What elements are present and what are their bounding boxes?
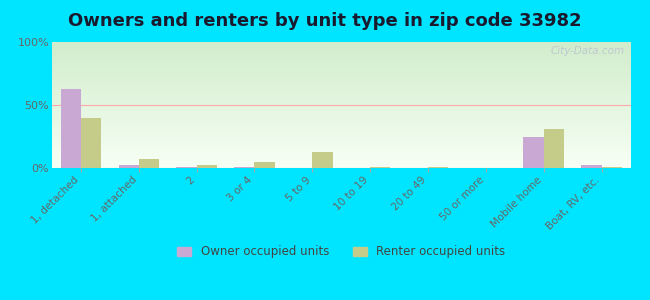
- Bar: [118, 166, 139, 168]
- Bar: [139, 159, 159, 168]
- Bar: [523, 136, 543, 168]
- Text: Owners and renters by unit type in zip code 33982: Owners and renters by unit type in zip c…: [68, 12, 582, 30]
- Bar: [543, 129, 564, 168]
- Bar: [255, 162, 275, 168]
- Bar: [60, 88, 81, 168]
- Legend: Owner occupied units, Renter occupied units: Owner occupied units, Renter occupied un…: [172, 241, 510, 263]
- Bar: [312, 152, 333, 168]
- Bar: [428, 167, 448, 168]
- Bar: [176, 167, 196, 168]
- Bar: [581, 166, 601, 168]
- Bar: [196, 166, 217, 168]
- Bar: [601, 167, 622, 168]
- Bar: [234, 167, 255, 168]
- Bar: [370, 167, 391, 168]
- Bar: [81, 118, 101, 168]
- Text: City-Data.com: City-Data.com: [551, 46, 625, 56]
